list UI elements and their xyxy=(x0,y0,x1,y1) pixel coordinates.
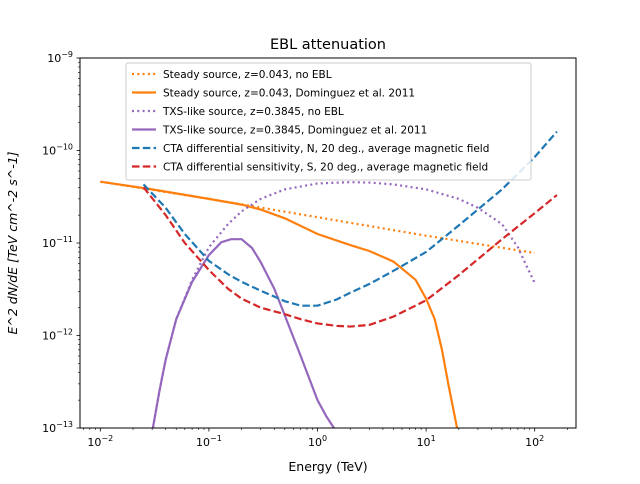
x-tick-label-1: 10−1 xyxy=(196,434,222,449)
y-tick-label-3: 10−10 xyxy=(42,143,73,158)
x-tick-label-0: 10−2 xyxy=(87,434,113,449)
legend-label-0: Steady source, z=0.043, no EBL xyxy=(163,69,332,81)
series-layer xyxy=(100,130,558,428)
y-tick-label-1: 10−12 xyxy=(42,328,73,343)
y-axis-label: E^2 dN/dE [TeV cm^-2 s^-1] xyxy=(5,151,20,334)
legend-label-5: CTA differential sensitivity, S, 20 deg.… xyxy=(163,162,488,174)
y-tick-label-2: 10−11 xyxy=(42,235,73,250)
series-line-2 xyxy=(151,181,536,428)
legend-label-3: TXS-like source, z=0.3845, Dominguez et … xyxy=(162,125,427,137)
x-axis-ticks: 10−2 10−1 100 101 102 xyxy=(83,428,568,449)
y-tick-label-0: 10−13 xyxy=(42,420,73,435)
x-tick-label-4: 102 xyxy=(525,434,544,449)
series-line-3 xyxy=(151,238,336,428)
y-axis-ticks: 10−13 10−12 10−11 10−10 10−9 xyxy=(42,50,80,435)
x-tick-label-3: 101 xyxy=(417,434,436,449)
series-line-0 xyxy=(100,180,535,255)
x-tick-label-2: 100 xyxy=(308,434,327,449)
legend-label-1: Steady source, z=0.043, Dominguez et al.… xyxy=(163,88,415,100)
x-axis-label: Energy (TeV) xyxy=(288,459,367,474)
y-tick-label-4: 10−9 xyxy=(47,50,73,65)
legend-label-2: TXS-like source, z=0.3845, no EBL xyxy=(162,106,344,118)
series-line-5 xyxy=(142,186,558,328)
legend-label-4: CTA differential sensitivity, N, 20 deg.… xyxy=(163,143,489,155)
series-line-1 xyxy=(100,180,459,428)
legend-box xyxy=(125,62,532,181)
legend: Steady source, z=0.043, no EBL Steady sou… xyxy=(125,62,532,181)
series-line-4 xyxy=(142,130,558,307)
chart-title: EBL attenuation xyxy=(270,37,386,53)
